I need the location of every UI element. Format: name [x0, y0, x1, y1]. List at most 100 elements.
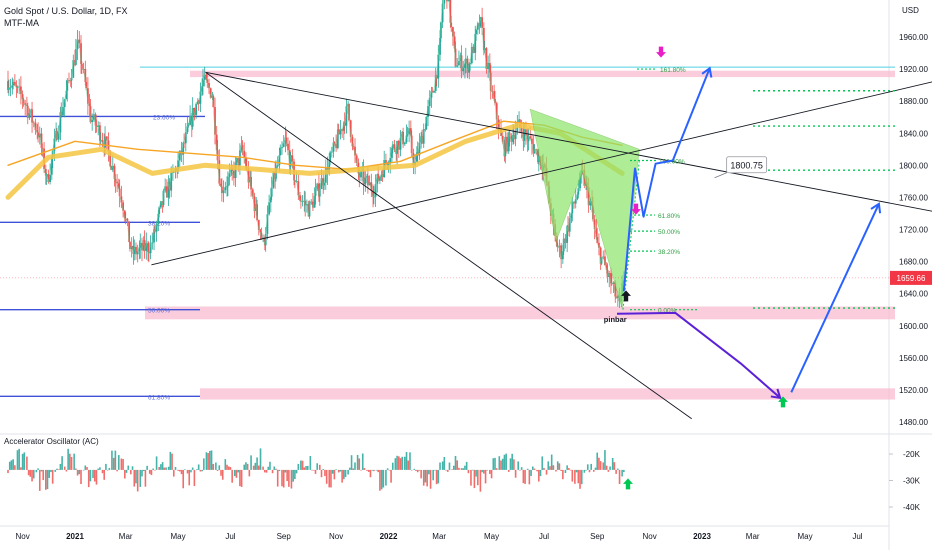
- oscillator-bar: [432, 469, 434, 481]
- price-candle-body: [450, 22, 453, 28]
- oscillator-bar: [585, 469, 587, 471]
- price-candle-body: [427, 106, 429, 118]
- oscillator-bar: [220, 469, 222, 476]
- oscillator-bar: [583, 469, 586, 473]
- price-candle-body: [68, 80, 70, 82]
- oscillator-bar: [379, 469, 381, 491]
- oscillator-bar: [267, 466, 270, 470]
- trend-line[interactable]: [205, 71, 692, 420]
- trend-line[interactable]: [151, 81, 932, 266]
- price-candle-body: [166, 186, 168, 198]
- projection-path[interactable]: [616, 311, 781, 399]
- oscillator-title[interactable]: Accelerator Oscillator (AC): [4, 437, 99, 446]
- symbol-title: Gold Spot / U.S. Dollar, 1D, FX: [4, 6, 128, 16]
- price-candle-body: [366, 175, 369, 186]
- indicator-label[interactable]: MTF-MA: [4, 18, 39, 28]
- price-tick-label: 1840.00: [899, 129, 928, 138]
- price-candle-body: [170, 172, 173, 191]
- date-tick-label: Mar: [746, 532, 760, 541]
- price-candle-body: [70, 77, 73, 81]
- oscillator-bar: [422, 469, 425, 486]
- oscillator-bar: [82, 469, 85, 471]
- projection-path[interactable]: [790, 203, 880, 393]
- price-candle-body: [372, 190, 374, 197]
- harmonic-pattern: [529, 108, 640, 310]
- oscillator-bar: [522, 469, 525, 484]
- oscillator-bar: [118, 455, 120, 470]
- price-candle-body: [178, 150, 181, 161]
- oscillator-bar: [547, 461, 550, 470]
- price-candle-body: [403, 142, 406, 145]
- price-candle-body: [579, 173, 581, 189]
- price-candle-body: [332, 142, 335, 152]
- price-candle-body: [234, 162, 237, 179]
- oscillator-bar: [481, 469, 483, 473]
- harmonic-pattern-shape[interactable]: [529, 108, 640, 309]
- osc-tick-label: -40K: [903, 503, 921, 512]
- oscillator-bar: [615, 469, 617, 474]
- date-tick-label: 2023: [693, 532, 711, 541]
- price-tick-label: 1680.00: [899, 258, 928, 267]
- price-candle-body: [40, 133, 43, 148]
- arrow-down-icon: [656, 46, 666, 58]
- price-candle-body: [527, 136, 530, 142]
- price-candle-body: [135, 246, 137, 255]
- price-candle-body: [122, 202, 124, 211]
- oscillator-bar: [254, 462, 257, 470]
- fib-band: [145, 306, 895, 320]
- price-candle-body: [63, 99, 66, 108]
- price-candle-body: [264, 233, 267, 246]
- fib-right-label: 100.00%: [659, 159, 685, 166]
- oscillator-bar: [339, 469, 342, 472]
- price-candle-body: [507, 132, 510, 152]
- oscillator-bar: [35, 469, 38, 473]
- oscillator-bar: [61, 456, 63, 470]
- trend-line[interactable]: [205, 71, 932, 212]
- oscillator-bar: [311, 469, 313, 471]
- price-callout-label: 1800.75: [730, 161, 763, 171]
- price-tick-label: 1880.00: [899, 97, 928, 106]
- price-candle-body: [47, 174, 50, 182]
- oscillator-bar: [40, 469, 43, 472]
- price-candle-body: [281, 146, 283, 148]
- price-tick-label: 1960.00: [899, 33, 928, 42]
- oscillator-bar: [492, 458, 495, 470]
- oscillator-bar: [210, 450, 213, 470]
- price-candle-body: [396, 141, 398, 154]
- oscillator-bar: [216, 469, 219, 471]
- price-candle-body: [250, 176, 252, 190]
- price-candle-body: [220, 186, 223, 194]
- price-candle-body: [449, 0, 452, 23]
- price-candle-body: [476, 23, 479, 30]
- price-tick-label: 1600.00: [899, 322, 928, 331]
- oscillator-bar: [424, 469, 427, 483]
- oscillator-bar: [75, 468, 77, 470]
- price-candle-body: [362, 170, 365, 185]
- price-candle-body: [301, 201, 304, 202]
- oscillator-bar: [322, 468, 325, 470]
- date-tick-label: 2021: [66, 532, 84, 541]
- price-candle-body: [408, 128, 411, 134]
- price-candle-body: [120, 196, 123, 203]
- price-candle-body: [241, 145, 244, 151]
- date-tick-label: Mar: [432, 532, 446, 541]
- price-candle-body: [92, 114, 95, 120]
- oscillator-bar: [413, 468, 416, 470]
- price-candle-body: [282, 142, 285, 147]
- price-candle-body: [497, 119, 500, 130]
- projection-path[interactable]: [622, 67, 711, 292]
- oscillator-bar: [133, 469, 136, 487]
- price-candle-body: [110, 166, 112, 170]
- price-candle-body: [12, 81, 15, 86]
- oscillator-bar: [367, 469, 370, 472]
- price-candle-body: [599, 247, 602, 264]
- price-candle-body: [11, 85, 14, 88]
- oscillator-bar: [76, 469, 79, 476]
- oscillator-bar: [358, 458, 361, 470]
- price-candle-body: [16, 86, 19, 88]
- oscillator-bar: [87, 469, 90, 488]
- price-candle-body: [243, 150, 246, 158]
- oscillator-bar: [177, 469, 179, 471]
- price-callout-box[interactable]: [726, 156, 768, 174]
